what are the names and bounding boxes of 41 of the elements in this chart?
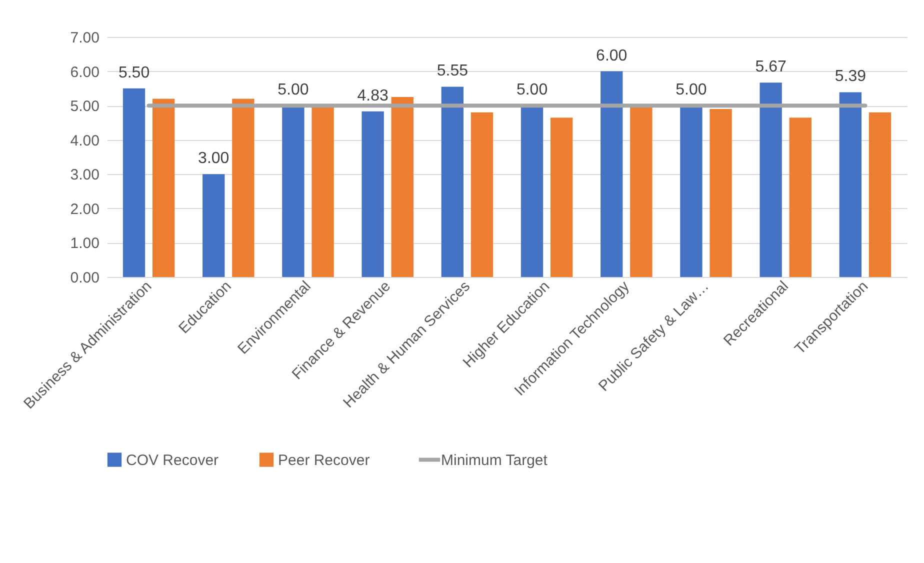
bar [312,106,334,277]
bar [362,111,384,277]
bar [600,71,623,277]
legend-label: Peer Recover [278,452,370,469]
bar [202,174,225,277]
data-label: 5.55 [436,62,468,80]
y-tick-label: 5.00 [70,98,100,116]
bar [232,98,254,277]
legend-label: Minimum Target [441,452,548,469]
y-tick-label: 1.00 [70,235,100,252]
data-label: 5.50 [118,64,150,82]
bar [680,106,702,277]
y-tick-label: 6.00 [70,64,100,81]
bar [441,86,464,277]
y-tick-label: 2.00 [70,200,100,218]
bar [760,82,782,277]
y-tick-label: 3.00 [70,166,100,184]
bar [789,118,812,277]
bar [868,112,892,277]
y-tick-label: 7.00 [70,30,100,46]
bar [470,112,494,277]
bar [550,118,573,277]
bar [122,88,146,277]
data-label: 5.00 [278,82,309,99]
legend-label: COV Recover [126,452,219,469]
y-tick-label: 4.00 [70,132,100,150]
bar [839,92,862,277]
bar [391,97,414,277]
bar [282,106,304,277]
bar [152,98,175,277]
data-label: 5.67 [755,58,786,76]
data-label: 4.83 [357,87,388,104]
bar [630,106,652,277]
data-label: 3.00 [198,150,230,168]
y-tick-label: 0.00 [70,270,100,286]
data-label: 6.00 [596,47,628,64]
data-label: 5.00 [516,82,548,99]
bar [710,109,732,277]
data-label: 5.00 [676,82,707,99]
bar [520,106,544,277]
data-label: 5.39 [834,68,866,86]
